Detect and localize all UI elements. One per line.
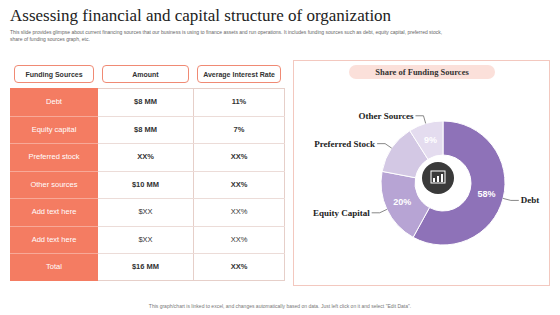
svg-text:Preferred Stock: Preferred Stock bbox=[314, 139, 375, 149]
html-text:7%: 7% bbox=[233, 124, 245, 134]
html-text:Amount: Amount bbox=[132, 70, 159, 78]
html-text:$10 MM: $10 MM bbox=[132, 179, 159, 189]
html-text:Other sources: Other sources bbox=[30, 179, 78, 189]
html-text:XX%: XX% bbox=[230, 152, 248, 162]
html-text:XX%: XX% bbox=[230, 234, 248, 244]
svg-text:Debt: Debt bbox=[521, 195, 540, 205]
html-text:$8 MM: $8 MM bbox=[134, 124, 157, 134]
html-text:Add text here: Add text here bbox=[31, 234, 77, 244]
html-text:Add text here: Add text here bbox=[31, 207, 77, 217]
html-text:XX%: XX% bbox=[137, 152, 154, 162]
html-text:Assessing financial and capita: Assessing financial and capital structur… bbox=[10, 6, 392, 25]
html-text:This slide provides glimpse ab: This slide provides glimpse about curren… bbox=[10, 29, 443, 42]
html-text:Total: Total bbox=[46, 262, 62, 272]
html-text:$8 MM: $8 MM bbox=[134, 97, 157, 107]
svg-text:20%: 20% bbox=[393, 197, 411, 207]
html-text:Equity capital: Equity capital bbox=[31, 124, 77, 134]
html-text:$XX: $XX bbox=[138, 234, 153, 244]
html-text:11%: 11% bbox=[231, 97, 247, 107]
svg-text:9%: 9% bbox=[424, 135, 437, 145]
html-text:XX%: XX% bbox=[230, 262, 248, 272]
html-text:Preferred stock: Preferred stock bbox=[28, 152, 80, 162]
html-text:This graph/chart is linked to: This graph/chart is linked to excel, and… bbox=[148, 303, 412, 309]
html-text:$XX: $XX bbox=[138, 207, 153, 217]
html-text:XX%: XX% bbox=[230, 179, 248, 189]
svg-text:Other Sources: Other Sources bbox=[359, 111, 414, 121]
html-text:XX%: XX% bbox=[230, 207, 248, 217]
html-text:$16 MM: $16 MM bbox=[132, 262, 159, 272]
svg-text:58%: 58% bbox=[478, 189, 496, 199]
html-text:Share of Funding Sources: Share of Funding Sources bbox=[375, 67, 469, 77]
html-text:Debt: Debt bbox=[46, 97, 62, 107]
html-text:Funding Sources: Funding Sources bbox=[25, 70, 83, 78]
html-text:Average Interest Rate: Average Interest Rate bbox=[203, 70, 275, 78]
svg-text:Equity Capital: Equity Capital bbox=[313, 208, 370, 218]
